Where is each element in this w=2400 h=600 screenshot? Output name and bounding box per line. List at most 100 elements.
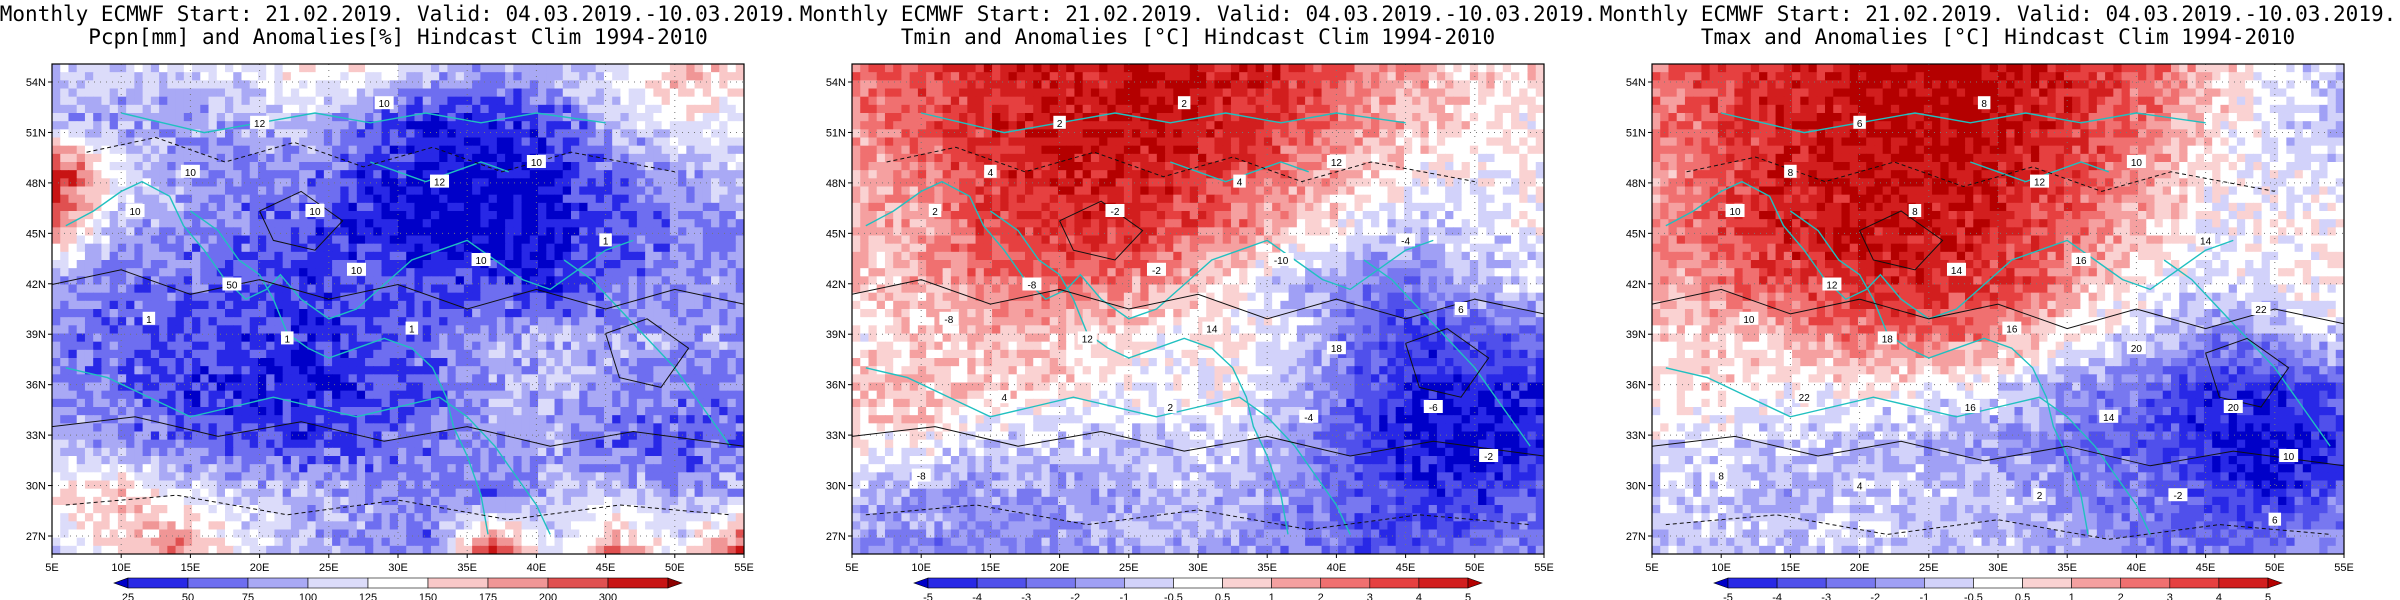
field-cell [678, 276, 687, 286]
field-cell [101, 505, 111, 514]
field-cell [595, 390, 605, 400]
field-cell [249, 521, 259, 531]
field-cell [299, 333, 308, 343]
field-cell [612, 358, 622, 367]
field-cell [307, 480, 317, 490]
field-cell [414, 341, 424, 351]
field-cell [60, 309, 70, 318]
field-cell [126, 227, 135, 237]
field-cell [200, 113, 210, 122]
field-cell [365, 268, 374, 277]
field-cell [150, 537, 160, 547]
field-cell [587, 472, 597, 482]
field-cell [356, 545, 366, 554]
field-cell [60, 374, 70, 384]
field-cell [93, 194, 103, 204]
field-cell [406, 121, 416, 130]
field-cell [84, 325, 94, 335]
field-cell [60, 284, 70, 294]
field-cell [661, 243, 671, 253]
field-cell [365, 137, 374, 147]
field-cell [603, 407, 613, 416]
field-cell [711, 513, 720, 522]
field-cell [472, 113, 481, 122]
field-cell [406, 292, 416, 302]
field-cell [348, 415, 358, 424]
field-cell [299, 537, 308, 547]
field-cell [702, 260, 712, 269]
field-cell [315, 137, 325, 147]
field-cell [365, 317, 374, 326]
field-cell [628, 137, 638, 147]
field-cell [406, 537, 416, 547]
field-cell [290, 505, 300, 514]
field-cell [307, 137, 317, 147]
field-cell [175, 390, 185, 400]
field-cell [93, 325, 103, 335]
field-cell [414, 113, 424, 122]
field-cell [669, 194, 679, 204]
field-cell [653, 537, 663, 547]
field-cell [678, 243, 687, 253]
field-cell [126, 129, 135, 139]
field-cell [447, 472, 457, 482]
field-cell [134, 235, 144, 245]
field-cell [373, 456, 383, 465]
field-cell [628, 96, 638, 106]
field-cell [323, 113, 333, 122]
field-cell [192, 456, 201, 465]
field-cell [183, 186, 193, 196]
field-cell [84, 194, 94, 204]
field-cell [373, 170, 383, 179]
field-cell [167, 292, 177, 302]
field-cell [719, 80, 729, 90]
field-cell [109, 537, 119, 547]
field-cell [192, 374, 201, 384]
field-cell [200, 366, 210, 375]
chart-title-line2: Pcpn[mm] and Anomalies[%] Hindcast Clim … [88, 25, 708, 49]
field-cell [241, 113, 251, 122]
field-cell [587, 374, 597, 384]
field-cell [76, 382, 86, 392]
field-cell [463, 366, 473, 375]
field-cell [719, 284, 729, 294]
field-cell [142, 194, 152, 204]
field-cell [142, 505, 152, 514]
field-cell [266, 243, 276, 253]
field-cell [719, 219, 729, 228]
field-cell [315, 496, 325, 506]
field-cell [290, 268, 300, 277]
field-cell [636, 464, 646, 473]
field-cell [200, 211, 210, 220]
field-cell [274, 292, 284, 302]
field-cell [620, 382, 630, 392]
field-cell [389, 104, 399, 114]
field-cell [365, 529, 374, 539]
field-cell [307, 121, 317, 130]
field-cell [208, 153, 218, 163]
field-cell [290, 284, 300, 294]
field-cell [529, 80, 539, 90]
field-cell [505, 537, 514, 547]
field-cell [727, 505, 737, 514]
field-cell [183, 431, 193, 441]
field-cell [678, 219, 687, 228]
field-cell [52, 447, 61, 457]
field-cell [150, 235, 160, 245]
field-cell [150, 121, 160, 130]
field-cell [463, 219, 473, 228]
field-cell [68, 521, 78, 531]
field-cell [225, 64, 234, 73]
field-cell [126, 382, 135, 392]
field-cell [406, 300, 416, 310]
field-cell [455, 488, 465, 498]
field-cell [257, 496, 267, 506]
field-cell [225, 243, 234, 253]
field-cell [661, 96, 671, 106]
field-cell [414, 145, 424, 155]
field-cell [595, 447, 605, 457]
field-cell [620, 113, 630, 122]
field-cell [93, 178, 103, 188]
field-cell [398, 186, 407, 196]
field-cell [208, 325, 218, 335]
